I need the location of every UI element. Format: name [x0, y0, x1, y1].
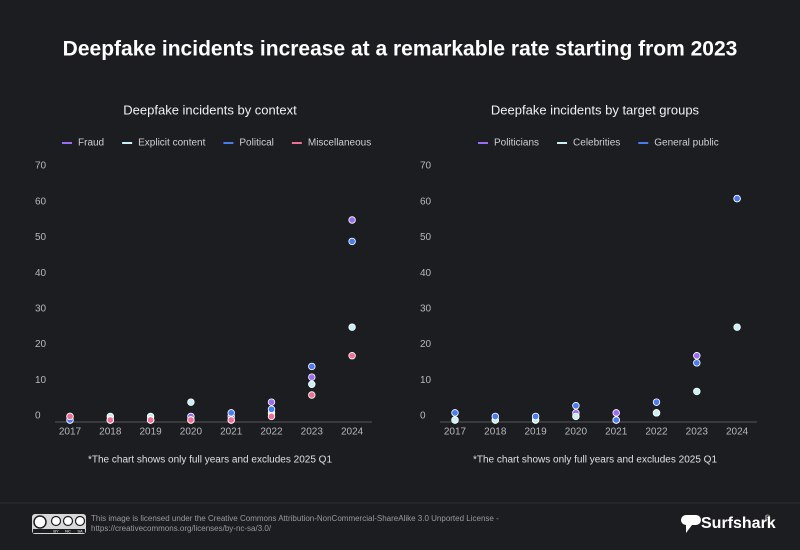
y-tick-label: 70	[420, 161, 432, 172]
data-point	[348, 352, 356, 360]
x-tick-label: 2020	[180, 427, 203, 438]
y-tick-label: 10	[35, 375, 47, 386]
data-point	[451, 416, 459, 424]
y-tick-label: 30	[420, 303, 432, 314]
data-point	[652, 409, 661, 417]
data-point	[612, 416, 620, 424]
data-point	[572, 402, 580, 410]
legend-label: General public	[654, 138, 718, 149]
x-tick-label: 2017	[59, 427, 82, 438]
chart-title: Deepfake incidents by context	[123, 102, 297, 117]
legend-label: Celebrities	[573, 138, 620, 149]
data-point	[572, 412, 580, 421]
y-tick-label: 10	[420, 375, 432, 386]
data-point	[146, 416, 155, 424]
y-tick-label: 50	[420, 232, 432, 243]
brand-mark: ®	[765, 514, 771, 522]
legend-label: Fraud	[78, 138, 104, 149]
chart-title: Deepfake incidents by target groups	[491, 102, 700, 117]
x-tick-label: 2022	[645, 427, 668, 438]
data-point	[267, 412, 276, 421]
data-point	[308, 373, 316, 381]
y-tick-label: 50	[35, 232, 47, 243]
data-point	[267, 398, 276, 406]
x-tick-label: 2023	[301, 427, 324, 438]
license-url: https://creativecommons.org/licenses/by-…	[91, 524, 272, 533]
x-tick-label: 2023	[686, 427, 709, 438]
cc-label: NC	[65, 529, 71, 534]
y-tick-label: 60	[420, 196, 432, 207]
data-point	[187, 398, 195, 406]
legend-label: Political	[239, 138, 273, 149]
x-tick-label: 2022	[260, 427, 283, 438]
y-tick-label: 0	[420, 411, 426, 422]
cc-badge: BY NC SA	[32, 514, 86, 534]
y-tick-label: 0	[35, 411, 41, 422]
y-tick-label: 20	[420, 339, 432, 350]
data-point	[733, 323, 741, 331]
chart-note: *The chart shows only full years and exc…	[473, 455, 717, 466]
data-point	[308, 380, 316, 388]
y-tick-label: 40	[35, 268, 47, 279]
legend-label: Politicians	[494, 138, 539, 149]
x-tick-label: 2018	[99, 427, 122, 438]
legend-label: Miscellaneous	[308, 138, 371, 149]
data-point	[531, 412, 540, 421]
x-tick-label: 2018	[484, 427, 507, 438]
x-tick-label: 2019	[524, 427, 547, 438]
data-point	[308, 391, 316, 399]
y-tick-label: 40	[420, 268, 432, 279]
data-point	[652, 398, 661, 406]
data-point	[491, 412, 499, 421]
data-point	[693, 359, 701, 367]
data-point	[348, 323, 356, 331]
legend-label: Explicit content	[138, 138, 205, 149]
data-point	[733, 194, 741, 203]
cc-label: BY	[53, 529, 59, 534]
data-point	[187, 416, 195, 424]
x-tick-label: 2020	[565, 427, 588, 438]
data-point	[308, 362, 316, 371]
cc-label: SA	[77, 529, 83, 534]
data-point	[227, 409, 235, 417]
y-tick-label: 30	[35, 303, 47, 314]
y-tick-label: 60	[35, 196, 47, 207]
y-tick-label: 70	[35, 161, 47, 172]
data-point	[451, 409, 459, 417]
y-tick-label: 20	[35, 339, 47, 350]
license-text: This image is licensed under the Creativ…	[91, 514, 499, 523]
chart-note: *The chart shows only full years and exc…	[88, 455, 332, 466]
data-point	[267, 405, 276, 413]
brand-logo	[681, 515, 701, 533]
x-tick-label: 2024	[726, 427, 749, 438]
brand-name: Surfshark	[701, 515, 776, 532]
x-tick-label: 2021	[220, 427, 243, 438]
x-tick-label: 2024	[341, 427, 364, 438]
data-point	[348, 216, 356, 224]
x-tick-label: 2019	[139, 427, 162, 438]
data-point	[227, 416, 235, 424]
data-point	[106, 416, 114, 424]
data-point	[693, 387, 701, 396]
x-tick-label: 2021	[605, 427, 628, 438]
x-tick-label: 2017	[444, 427, 467, 438]
data-point	[348, 237, 356, 246]
data-point	[612, 409, 620, 417]
data-point	[66, 412, 74, 421]
page-title: Deepfake incidents increase at a remarka…	[63, 38, 738, 61]
data-point	[693, 352, 701, 360]
